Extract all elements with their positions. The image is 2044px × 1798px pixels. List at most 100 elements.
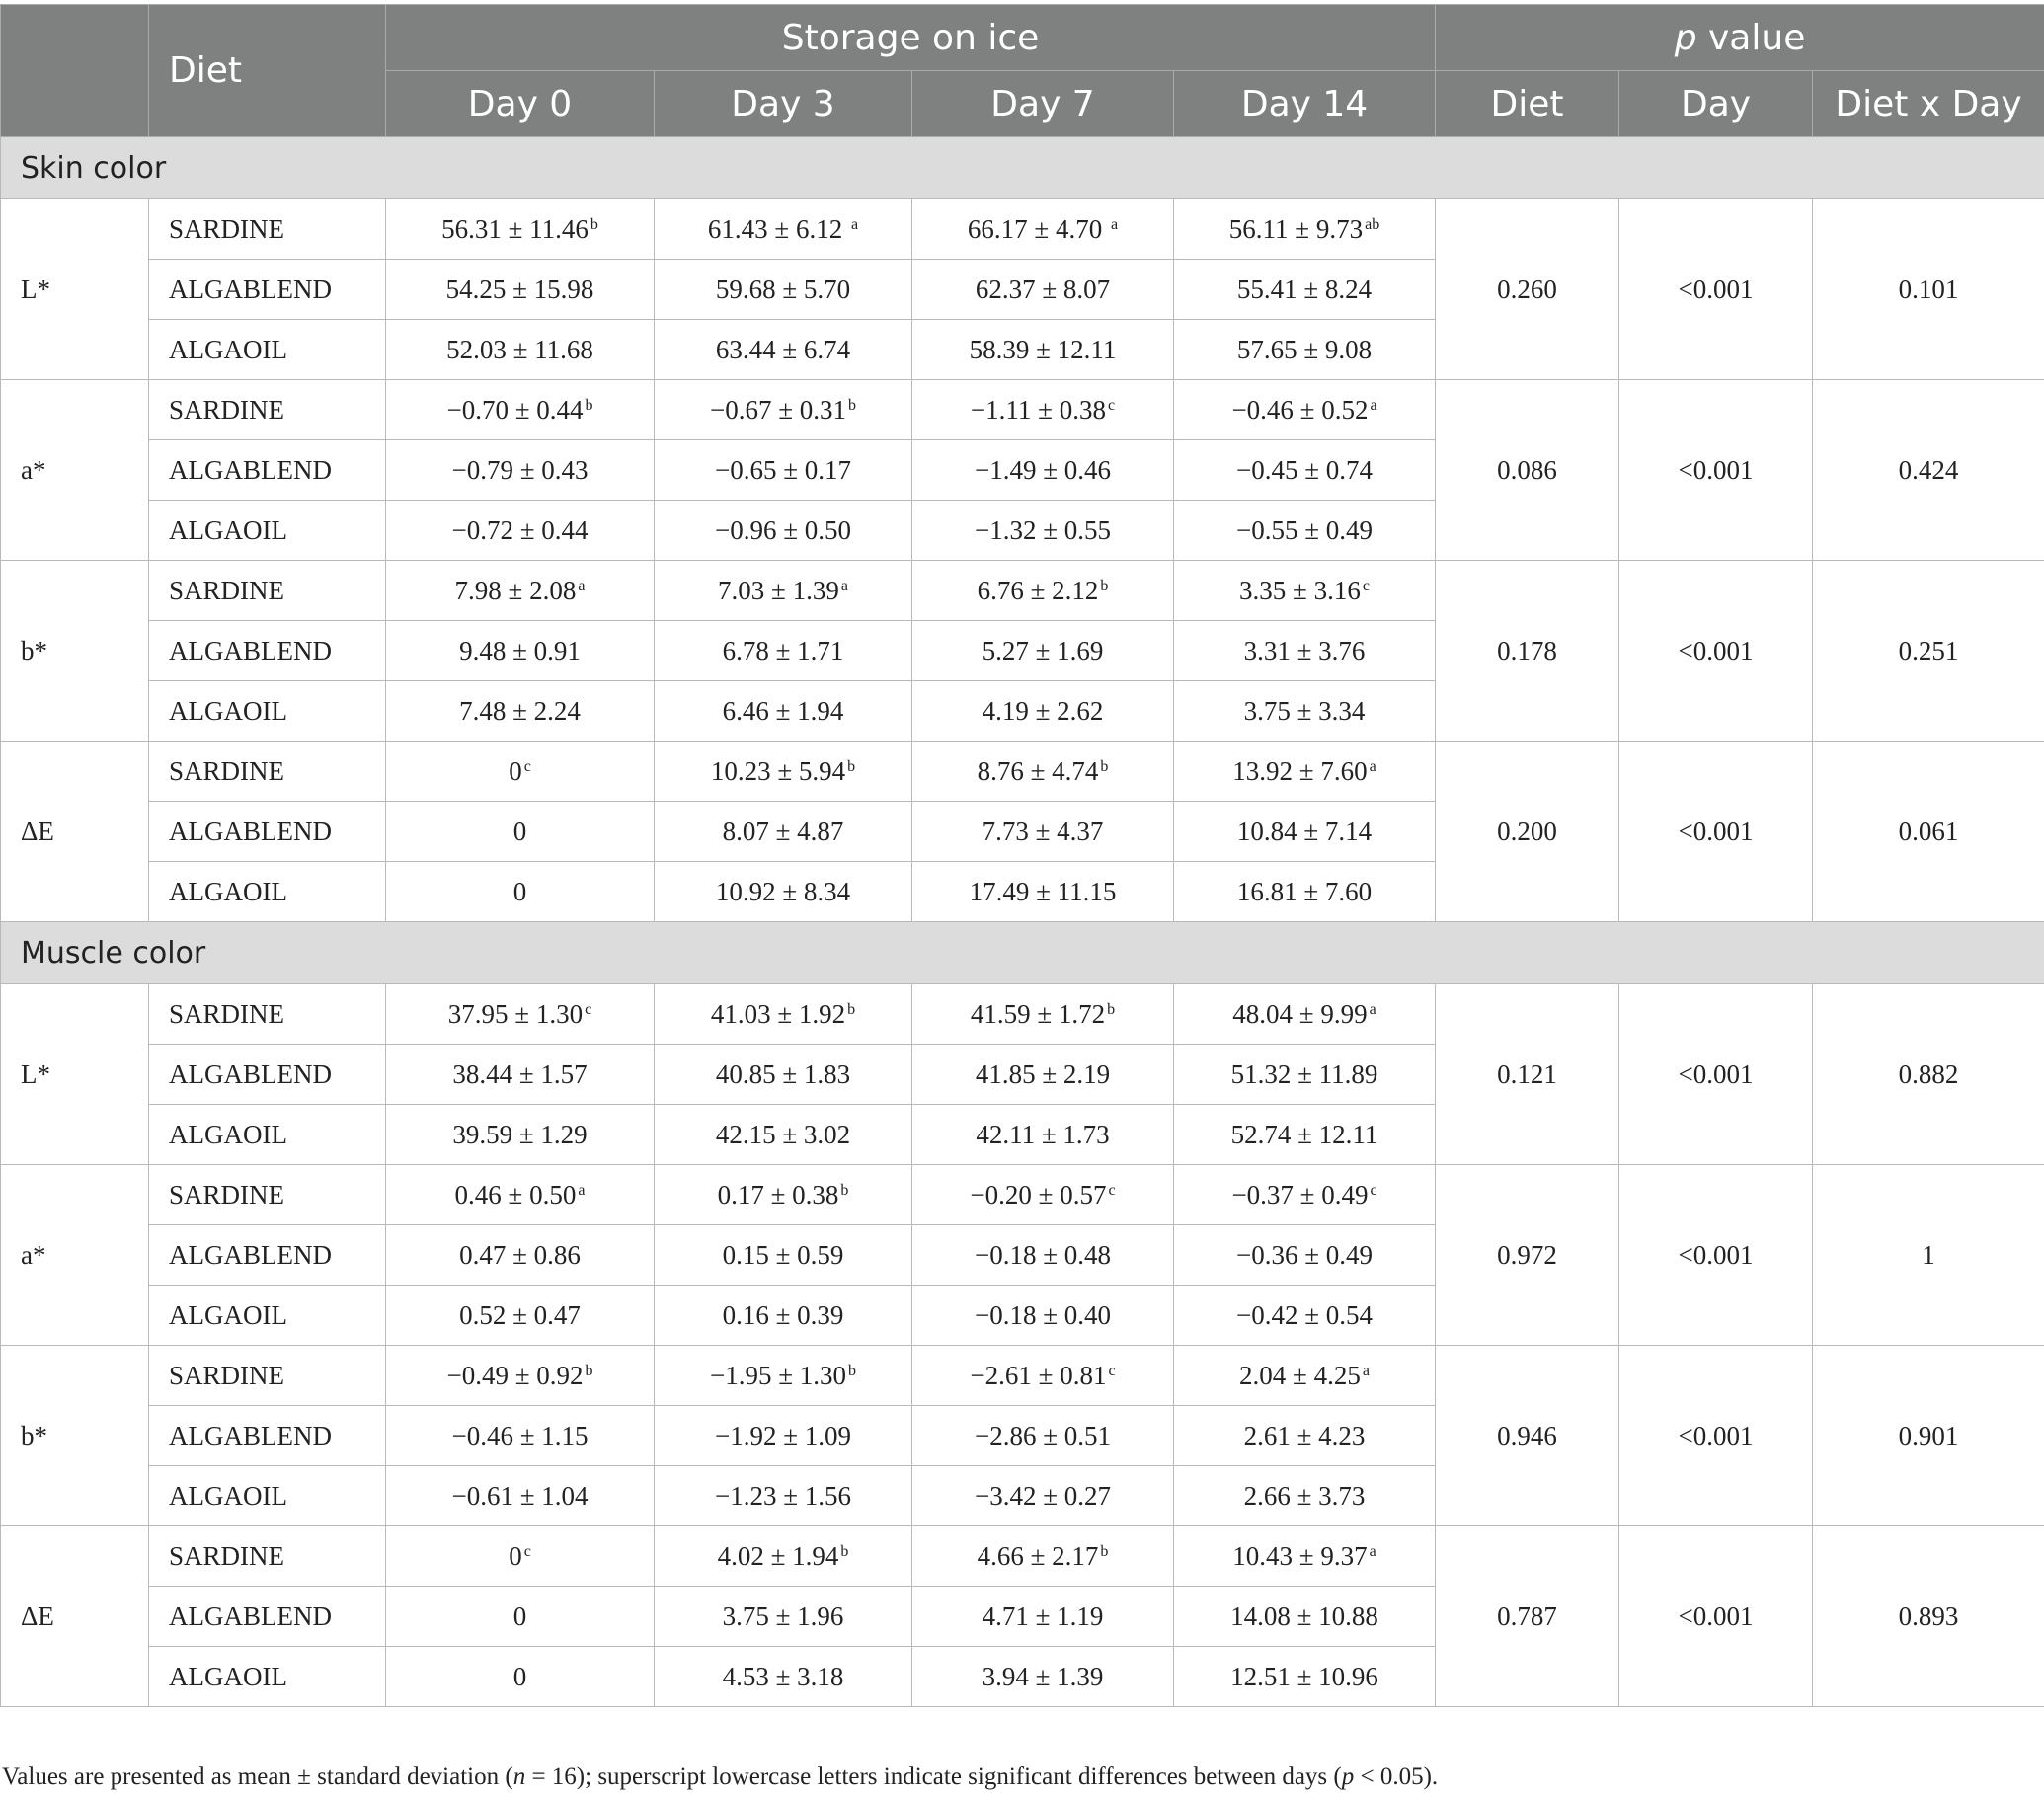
- table-row: ALGAOIL −0.72 ± 0.44 −0.96 ± 0.50 −1.32 ± 0…: [1, 500, 2044, 561]
- value-cell: 51.32 ± 11.89: [1172, 1044, 1437, 1105]
- p-interaction-value: 1: [1812, 1164, 2044, 1346]
- diet-label: ALGAOIL: [148, 500, 386, 561]
- table-row: ALGABLEND 0 3.75 ± 1.96 4.71 ± 1.19 14.08 ± …: [1, 1586, 2044, 1647]
- value-cell: 38.44 ± 1.57: [385, 1044, 655, 1105]
- mean-sd-value: −0.67 ± 0.31: [709, 394, 847, 425]
- table-row: ΔE SARDINE 0 c 10.23 ± 5.94 b 8.76 ± 4.74 b 13.9…: [0, 741, 2044, 922]
- mean-sd-value: 3.75 ± 1.96: [722, 1601, 844, 1631]
- value-cell: 41.03 ± 1.92 b: [654, 983, 912, 1045]
- diet-label: SARDINE: [148, 741, 386, 802]
- param-label: b*: [0, 560, 149, 742]
- value-cell: 54.25 ± 15.98: [385, 259, 655, 320]
- mean-sd-value: −1.95 ± 1.30: [709, 1360, 847, 1390]
- mean-sd-value: 10.23 ± 5.94: [710, 755, 846, 786]
- table-row: ALGAOIL 0 10.92 ± 8.34 17.49 ± 11.15 16.81 ±…: [1, 861, 2044, 922]
- header-p-rest: value: [1696, 17, 1806, 58]
- value-cell: −1.95 ± 1.30 b: [654, 1345, 912, 1406]
- mean-sd-value: 7.73 ± 4.37: [982, 816, 1104, 846]
- value-cell: 56.31 ± 11.46 b: [385, 198, 655, 260]
- mean-sd-value: 0: [512, 876, 527, 906]
- section-row: Skin color: [0, 136, 2044, 199]
- value-cell: −0.37 ± 0.49 c: [1172, 1164, 1437, 1225]
- mean-sd-value: −0.61 ± 1.04: [451, 1480, 589, 1511]
- param-label: ΔE: [0, 741, 149, 922]
- mean-sd-value: 51.32 ± 11.89: [1230, 1058, 1378, 1089]
- mean-sd-value: −0.65 ± 0.17: [714, 454, 852, 485]
- diet-label: ALGAOIL: [148, 1465, 386, 1526]
- value-cell: 52.74 ± 12.11: [1172, 1104, 1437, 1165]
- value-cell: −0.61 ± 1.04: [385, 1465, 655, 1526]
- mean-sd-value: 37.95 ± 1.30: [447, 998, 584, 1029]
- p-interaction-value: 0.061: [1812, 741, 2044, 922]
- mean-sd-value: 40.85 ± 1.83: [715, 1058, 851, 1089]
- value-cell: 4.53 ± 3.18: [654, 1646, 912, 1707]
- p-diet-value: 0.787: [1435, 1525, 1620, 1707]
- significance-superscript: b: [847, 1000, 856, 1018]
- mean-sd-value: −1.32 ± 0.55: [974, 514, 1112, 545]
- diet-label: ALGABLEND: [148, 620, 386, 681]
- value-cell: −1.11 ± 0.38 c: [911, 379, 1174, 440]
- significance-superscript: a: [1110, 215, 1119, 233]
- diet-label: SARDINE: [148, 1525, 386, 1587]
- value-cell: 0: [385, 1586, 655, 1647]
- diet-label: SARDINE: [148, 560, 386, 621]
- mean-sd-value: 10.43 ± 9.37: [1232, 1540, 1368, 1571]
- value-cell: 0.16 ± 0.39: [654, 1285, 912, 1346]
- mean-sd-value: −1.92 ± 1.09: [714, 1420, 852, 1450]
- value-cell: 0: [385, 861, 655, 922]
- significance-superscript: a: [1369, 1000, 1376, 1018]
- significance-superscript: b: [1107, 1000, 1116, 1018]
- significance-superscript: b: [585, 1362, 593, 1379]
- table-row: ALGABLEND 0 8.07 ± 4.87 7.73 ± 4.37 10.84 ± …: [1, 801, 2044, 862]
- param-label: a*: [0, 1164, 149, 1346]
- value-cell: 63.44 ± 6.74: [654, 319, 912, 380]
- table-row: L* SARDINE 37.95 ± 1.30 c 41.03 ± 1.92 b 41.59…: [0, 983, 2044, 1165]
- table-row: ALGAOIL 0 4.53 ± 3.18 3.94 ± 1.39 12.51 ± 10…: [1, 1646, 2044, 1707]
- value-cell: 0: [385, 1646, 655, 1707]
- mean-sd-value: −2.61 ± 0.81: [970, 1360, 1107, 1390]
- p-diet-value: 0.121: [1435, 983, 1620, 1165]
- significance-superscript: a: [840, 577, 848, 594]
- mean-sd-value: 56.11 ± 9.73: [1228, 213, 1364, 244]
- p-diet-value: 0.972: [1435, 1164, 1620, 1346]
- mean-sd-value: 0.47 ± 0.86: [459, 1239, 581, 1270]
- significance-superscript: c: [1108, 1362, 1116, 1379]
- p-day-value: <0.001: [1618, 741, 1814, 922]
- mean-sd-value: 0: [509, 1540, 522, 1571]
- value-cell: 42.15 ± 3.02: [654, 1104, 912, 1165]
- value-cell: 0.47 ± 0.86: [385, 1224, 655, 1286]
- value-cell: 6.76 ± 2.12 b: [911, 560, 1174, 621]
- mean-sd-value: 59.68 ± 5.70: [715, 274, 851, 304]
- significance-superscript: a: [578, 577, 586, 594]
- value-cell: 4.19 ± 2.62: [911, 680, 1174, 742]
- header-p-value: p value: [1435, 4, 2044, 71]
- diet-label: ALGABLEND: [148, 1224, 386, 1286]
- value-cell: 3.35 ± 3.16 c: [1172, 560, 1437, 621]
- header-day-3: Day 3: [654, 70, 912, 137]
- header-p-day: Day: [1618, 70, 1814, 137]
- value-cell: −0.36 ± 0.49: [1172, 1224, 1437, 1286]
- value-cell: −0.55 ± 0.49: [1172, 500, 1437, 561]
- mean-sd-value: 63.44 ± 6.74: [715, 334, 851, 364]
- mean-sd-value: 55.41 ± 8.24: [1236, 274, 1373, 304]
- mean-sd-value: 48.04 ± 9.99: [1232, 998, 1368, 1029]
- header-p-diet: Diet: [1435, 70, 1620, 137]
- value-cell: 2.04 ± 4.25 a: [1172, 1345, 1437, 1406]
- mean-sd-value: 52.74 ± 12.11: [1230, 1119, 1378, 1149]
- param-label: ΔE: [0, 1525, 149, 1707]
- value-cell: 55.41 ± 8.24: [1172, 259, 1437, 320]
- value-cell: 39.59 ± 1.29: [385, 1104, 655, 1165]
- p-interaction-value: 0.251: [1812, 560, 2044, 742]
- significance-superscript: a: [578, 1181, 586, 1199]
- value-cell: 0.15 ± 0.59: [654, 1224, 912, 1286]
- significance-superscript: c: [585, 1000, 592, 1018]
- value-cell: 58.39 ± 12.11: [911, 319, 1174, 380]
- mean-sd-value: −0.37 ± 0.49: [1231, 1179, 1369, 1210]
- mean-sd-value: 6.76 ± 2.12: [977, 575, 1099, 605]
- table-header: Diet Storage on ice p value Day 0 Day 3 …: [0, 4, 2044, 137]
- mean-sd-value: 0: [512, 1661, 527, 1691]
- mean-sd-value: 0: [509, 755, 522, 786]
- value-cell: 9.48 ± 0.91: [385, 620, 655, 681]
- param-label: a*: [0, 379, 149, 561]
